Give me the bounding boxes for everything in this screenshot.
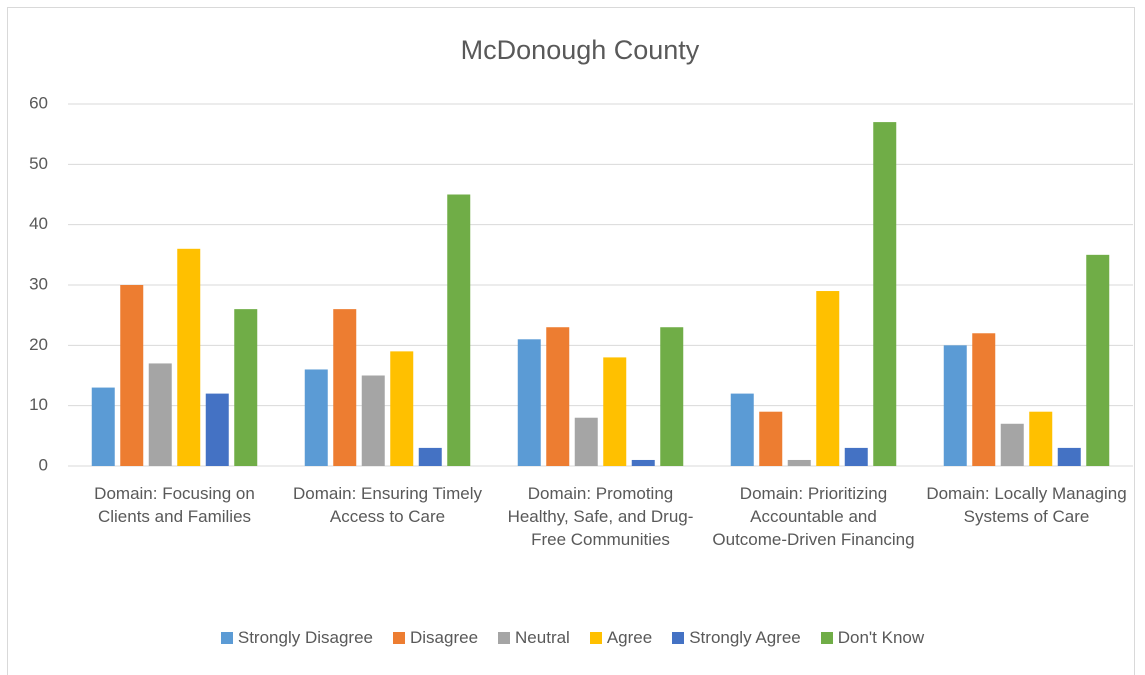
legend-item: Disagree xyxy=(392,628,479,648)
x-tick-label: Domain: Promoting Healthy, Safe, and Dru… xyxy=(507,484,694,549)
bar xyxy=(546,327,570,466)
bar xyxy=(787,459,811,466)
bar xyxy=(1029,411,1053,466)
bar xyxy=(361,375,385,466)
bar xyxy=(304,369,328,466)
bar xyxy=(1086,254,1110,466)
bar xyxy=(873,122,897,466)
x-tick-label: Domain: Locally Managing Systems of Care xyxy=(926,484,1127,526)
chart-title: McDonough County xyxy=(461,35,700,65)
bar xyxy=(574,417,598,466)
bar xyxy=(418,447,442,466)
legend-label: Don't Know xyxy=(837,628,925,647)
legend-label: Strongly Agree xyxy=(689,628,801,647)
x-tick-label: Domain: Focusing on Clients and Families xyxy=(94,484,255,526)
legend-item: Strongly Agree xyxy=(672,628,801,648)
bar xyxy=(333,309,357,466)
bar xyxy=(660,327,684,466)
bar xyxy=(205,393,229,466)
bar xyxy=(816,291,840,466)
legend-item: Don't Know xyxy=(820,628,925,648)
bar xyxy=(447,194,471,466)
bar xyxy=(390,351,414,466)
legend-swatch xyxy=(672,632,685,644)
legend-swatch xyxy=(820,632,833,644)
chart-frame xyxy=(7,7,1135,675)
y-tick-label: 20 xyxy=(29,335,48,354)
legend: Strongly Disagree Disagree Neutral Agree Str… xyxy=(0,628,1145,648)
bar xyxy=(148,363,172,466)
legend-item: Neutral xyxy=(498,628,570,648)
bar xyxy=(844,447,868,466)
legend-label: Neutral xyxy=(515,628,570,647)
y-tick-label: 40 xyxy=(29,214,48,233)
bar xyxy=(759,411,783,466)
bar xyxy=(120,285,144,466)
bar xyxy=(631,459,655,466)
legend-item: Strongly Disagree xyxy=(220,628,373,648)
bar xyxy=(972,333,996,466)
legend-label: Agree xyxy=(606,628,653,647)
bar xyxy=(943,345,967,466)
bar xyxy=(177,248,201,466)
bar xyxy=(603,357,627,466)
y-tick-label: 50 xyxy=(29,154,48,173)
legend-swatch xyxy=(220,632,233,644)
y-tick-label: 30 xyxy=(29,274,48,293)
x-tick-label: Domain: Ensuring Timely Access to Care xyxy=(293,484,482,526)
y-tick-label: 10 xyxy=(29,395,48,414)
bar xyxy=(517,339,541,466)
y-tick-label: 60 xyxy=(29,93,48,112)
bar xyxy=(1000,423,1024,466)
legend-item: Agree xyxy=(589,628,653,648)
bar xyxy=(234,309,258,466)
bar xyxy=(91,387,115,466)
legend-swatch xyxy=(589,632,602,644)
bar xyxy=(1057,447,1081,466)
legend-swatch xyxy=(498,632,511,644)
legend-label: Disagree xyxy=(409,628,479,647)
bar xyxy=(730,393,754,466)
legend-label: Strongly Disagree xyxy=(237,628,373,647)
y-tick-label: 0 xyxy=(39,455,48,474)
x-tick-label: Domain: Prioritizing Accountable and Out… xyxy=(712,484,915,549)
legend-swatch xyxy=(392,632,405,644)
